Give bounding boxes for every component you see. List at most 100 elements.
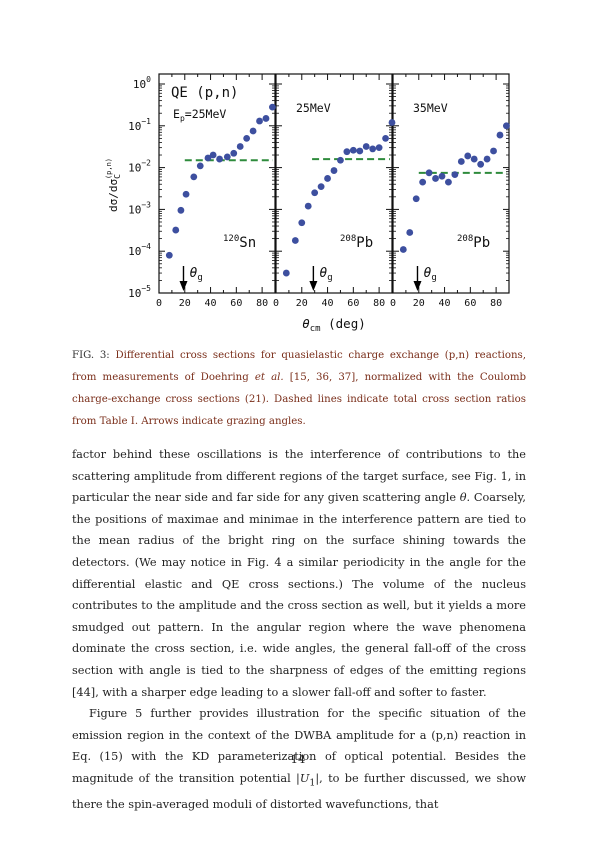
y-label-sub: C [113, 174, 122, 179]
data-point [470, 155, 478, 163]
nucleus-label: 208Pb [340, 234, 373, 251]
x-tick-label: 40 [322, 298, 334, 309]
paragraph-2-u: U [299, 771, 310, 785]
data-point [165, 251, 173, 259]
data-point [349, 146, 357, 154]
data-point [304, 202, 312, 210]
data-point [369, 145, 377, 153]
data-point [451, 171, 459, 179]
theta-g-subscript: g [327, 273, 332, 283]
data-point [298, 219, 306, 227]
nucleus-mass: 208 [457, 234, 473, 244]
data-point [256, 117, 263, 125]
x-tick-label: 0 [390, 298, 396, 309]
theta-g-symbol: θ [319, 266, 327, 281]
data-point [406, 229, 414, 236]
grazing-arrow-head [179, 281, 188, 291]
y-tick-exponent: 0 [146, 75, 151, 84]
y-tick-label: 10−2 [128, 159, 151, 175]
y-tick-exponent: −3 [141, 200, 151, 209]
caption-text-1: Differential cross sections for quasiela… [72, 350, 526, 383]
data-point [483, 155, 491, 163]
x-tick-label: 0 [156, 298, 162, 309]
paragraph-1: factor behind these oscillations is the … [72, 444, 526, 703]
theta-g-label: θg [423, 266, 436, 283]
x-tick-label: 60 [464, 298, 476, 309]
data-point [317, 183, 325, 191]
y-axis-label: dσ/dσC(p,n) [105, 158, 122, 212]
nucleus-label: 208Pb [457, 234, 490, 251]
figure-caption: FIG. 3: Differential cross sections for … [72, 345, 526, 433]
x-tick-label: 0 [273, 298, 279, 309]
data-point [438, 172, 446, 180]
x-tick-label: 60 [347, 298, 359, 309]
energy-label: 25MeV [296, 101, 331, 115]
data-point [282, 269, 290, 277]
data-point [375, 144, 383, 152]
x-tick-label: 20 [296, 298, 308, 309]
data-point [399, 246, 407, 253]
x-tick-label: 80 [373, 298, 385, 309]
data-point [190, 173, 198, 181]
grazing-arrow-head [413, 281, 422, 291]
x-tick-label: 80 [256, 298, 268, 309]
x-tick-label: 20 [413, 298, 425, 309]
data-point [236, 143, 244, 150]
paragraph-2-part-b: |, to be further discussed, we show ther… [72, 771, 526, 811]
y-tick-exponent: −5 [141, 284, 151, 293]
paragraph-1-theta: θ [459, 491, 467, 505]
data-point [223, 153, 231, 161]
y-tick-exponent: −4 [141, 242, 151, 251]
data-point [490, 147, 497, 155]
nucleus-symbol: Pb [473, 235, 490, 251]
x-label-unit: (deg) [321, 316, 366, 331]
data-point [262, 115, 270, 122]
data-point [291, 237, 299, 244]
data-point [324, 175, 331, 182]
x-tick-label: 60 [230, 298, 242, 309]
energy-value: 25MeV [192, 107, 227, 121]
theta-g-symbol: θ [423, 266, 431, 281]
caption-label: FIG. 3: [72, 350, 110, 361]
y-tick-base: 10 [128, 203, 141, 216]
theta-g-label: θg [319, 266, 332, 283]
theta-g-symbol: θ [189, 266, 197, 281]
data-point [216, 155, 223, 163]
data-point [330, 167, 338, 174]
y-tick-base: 10 [128, 287, 141, 300]
panel-3-frame [392, 73, 510, 294]
nucleus-mass: 208 [340, 234, 356, 244]
y-tick-base: 10 [133, 78, 146, 91]
data-point [503, 122, 510, 130]
data-point [243, 134, 251, 142]
y-tick-label: 10−5 [128, 284, 151, 300]
theta-g-subscript: g [197, 273, 202, 283]
data-point [432, 175, 439, 182]
data-point [445, 178, 452, 186]
paragraph-2: Figure 5 further provides illustration f… [72, 703, 526, 815]
y-tick-label: 100 [133, 75, 151, 91]
data-point [457, 158, 465, 165]
x-tick-label: 20 [179, 298, 191, 309]
data-point [209, 151, 217, 159]
data-point [496, 131, 504, 139]
x-tick-label: 80 [490, 298, 502, 309]
caption-text-2: [15, 36, 37], normalized with the Coulom… [72, 372, 526, 427]
data-point [311, 189, 319, 197]
data-point [362, 143, 370, 150]
data-point [425, 169, 433, 177]
paragraph-2-u-sub: 1 [309, 777, 316, 789]
y-tick-label: 10−4 [128, 242, 151, 258]
x-label-theta: θ [302, 316, 310, 331]
y-label-main: dσ/dσ [107, 179, 120, 212]
panel-1-frame [158, 73, 276, 294]
data-point [356, 147, 364, 155]
energy-label: Ep=25MeV [173, 107, 226, 123]
data-point [382, 134, 389, 142]
y-label-sup: (p,n) [105, 158, 113, 179]
chart-marks [165, 103, 510, 291]
y-tick-exponent: −1 [141, 117, 151, 126]
y-tick-label: 10−3 [128, 200, 151, 216]
energy-label: 35MeV [413, 101, 448, 115]
energy-subscript: p [180, 114, 185, 123]
